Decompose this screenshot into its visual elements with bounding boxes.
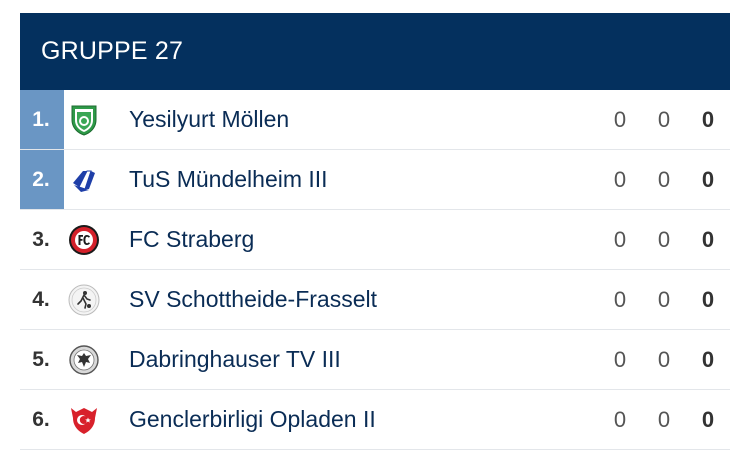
points-cell: 0 xyxy=(701,286,715,312)
green-shield-crest-icon xyxy=(66,102,102,138)
goal-diff-cell: 0 xyxy=(657,286,671,312)
team-name[interactable]: FC Straberg xyxy=(129,226,255,252)
points-cell: 0 xyxy=(701,406,715,432)
goal-diff-cell: 0 xyxy=(657,166,671,192)
games-cell: 0 xyxy=(613,226,627,252)
stats: 0 0 0 xyxy=(598,107,730,133)
points-cell: 0 xyxy=(701,226,715,252)
stats: 0 0 0 xyxy=(598,407,730,433)
rank-cell: 6. xyxy=(32,407,50,431)
rank-cell: 4. xyxy=(32,287,50,311)
points-cell: 0 xyxy=(701,106,715,132)
rank-cell: 2. xyxy=(20,150,64,209)
white-football-player-crest-icon xyxy=(66,282,102,318)
games-cell: 0 xyxy=(613,286,627,312)
standings-table: GRUPPE 27 1. Yesilyurt Möllen 0 0 0 xyxy=(20,13,730,450)
group-title: GRUPPE 27 xyxy=(41,37,184,65)
stats: 0 0 0 xyxy=(598,167,730,193)
stats: 0 0 0 xyxy=(598,347,730,373)
goal-diff-cell: 0 xyxy=(657,406,671,432)
rank-cell: 1. xyxy=(20,90,64,149)
blue-white-wing-crest-icon xyxy=(66,162,102,198)
rank-cell: 5. xyxy=(32,347,50,371)
table-row[interactable]: 3. FC Straberg 0 0 0 xyxy=(20,210,730,270)
goal-diff-cell: 0 xyxy=(657,226,671,252)
table-row[interactable]: 6. Genclerbirligi Opladen II 0 0 0 xyxy=(20,390,730,450)
standings-list: 1. Yesilyurt Möllen 0 0 0 2. xyxy=(20,90,730,450)
rank-cell: 3. xyxy=(32,227,50,251)
team-name[interactable]: TuS Mündelheim III xyxy=(129,166,328,192)
points-cell: 0 xyxy=(701,346,715,372)
games-cell: 0 xyxy=(613,106,627,132)
table-row[interactable]: 2. TuS Mündelheim III 0 0 0 xyxy=(20,150,730,210)
red-fc-round-crest-icon xyxy=(66,222,102,258)
games-cell: 0 xyxy=(613,346,627,372)
group-header: GRUPPE 27 xyxy=(20,13,730,90)
stats: 0 0 0 xyxy=(598,287,730,313)
red-crescent-shield-crest-icon xyxy=(66,402,102,438)
team-name[interactable]: Yesilyurt Möllen xyxy=(129,106,290,132)
games-cell: 0 xyxy=(613,406,627,432)
team-name[interactable]: Dabringhauser TV III xyxy=(129,346,341,372)
team-name[interactable]: SV Schottheide-Frasselt xyxy=(129,286,378,312)
stats: 0 0 0 xyxy=(598,227,730,253)
table-row[interactable]: 1. Yesilyurt Möllen 0 0 0 xyxy=(20,90,730,150)
points-cell: 0 xyxy=(701,166,715,192)
table-row[interactable]: 4. SV Schottheide-Frasselt 0 0 0 xyxy=(20,270,730,330)
games-cell: 0 xyxy=(613,166,627,192)
grey-eagle-round-crest-icon xyxy=(66,342,102,378)
team-name[interactable]: Genclerbirligi Opladen II xyxy=(129,406,376,432)
table-row[interactable]: 5. Dabringhauser TV III 0 0 0 xyxy=(20,330,730,390)
goal-diff-cell: 0 xyxy=(657,106,671,132)
goal-diff-cell: 0 xyxy=(657,346,671,372)
